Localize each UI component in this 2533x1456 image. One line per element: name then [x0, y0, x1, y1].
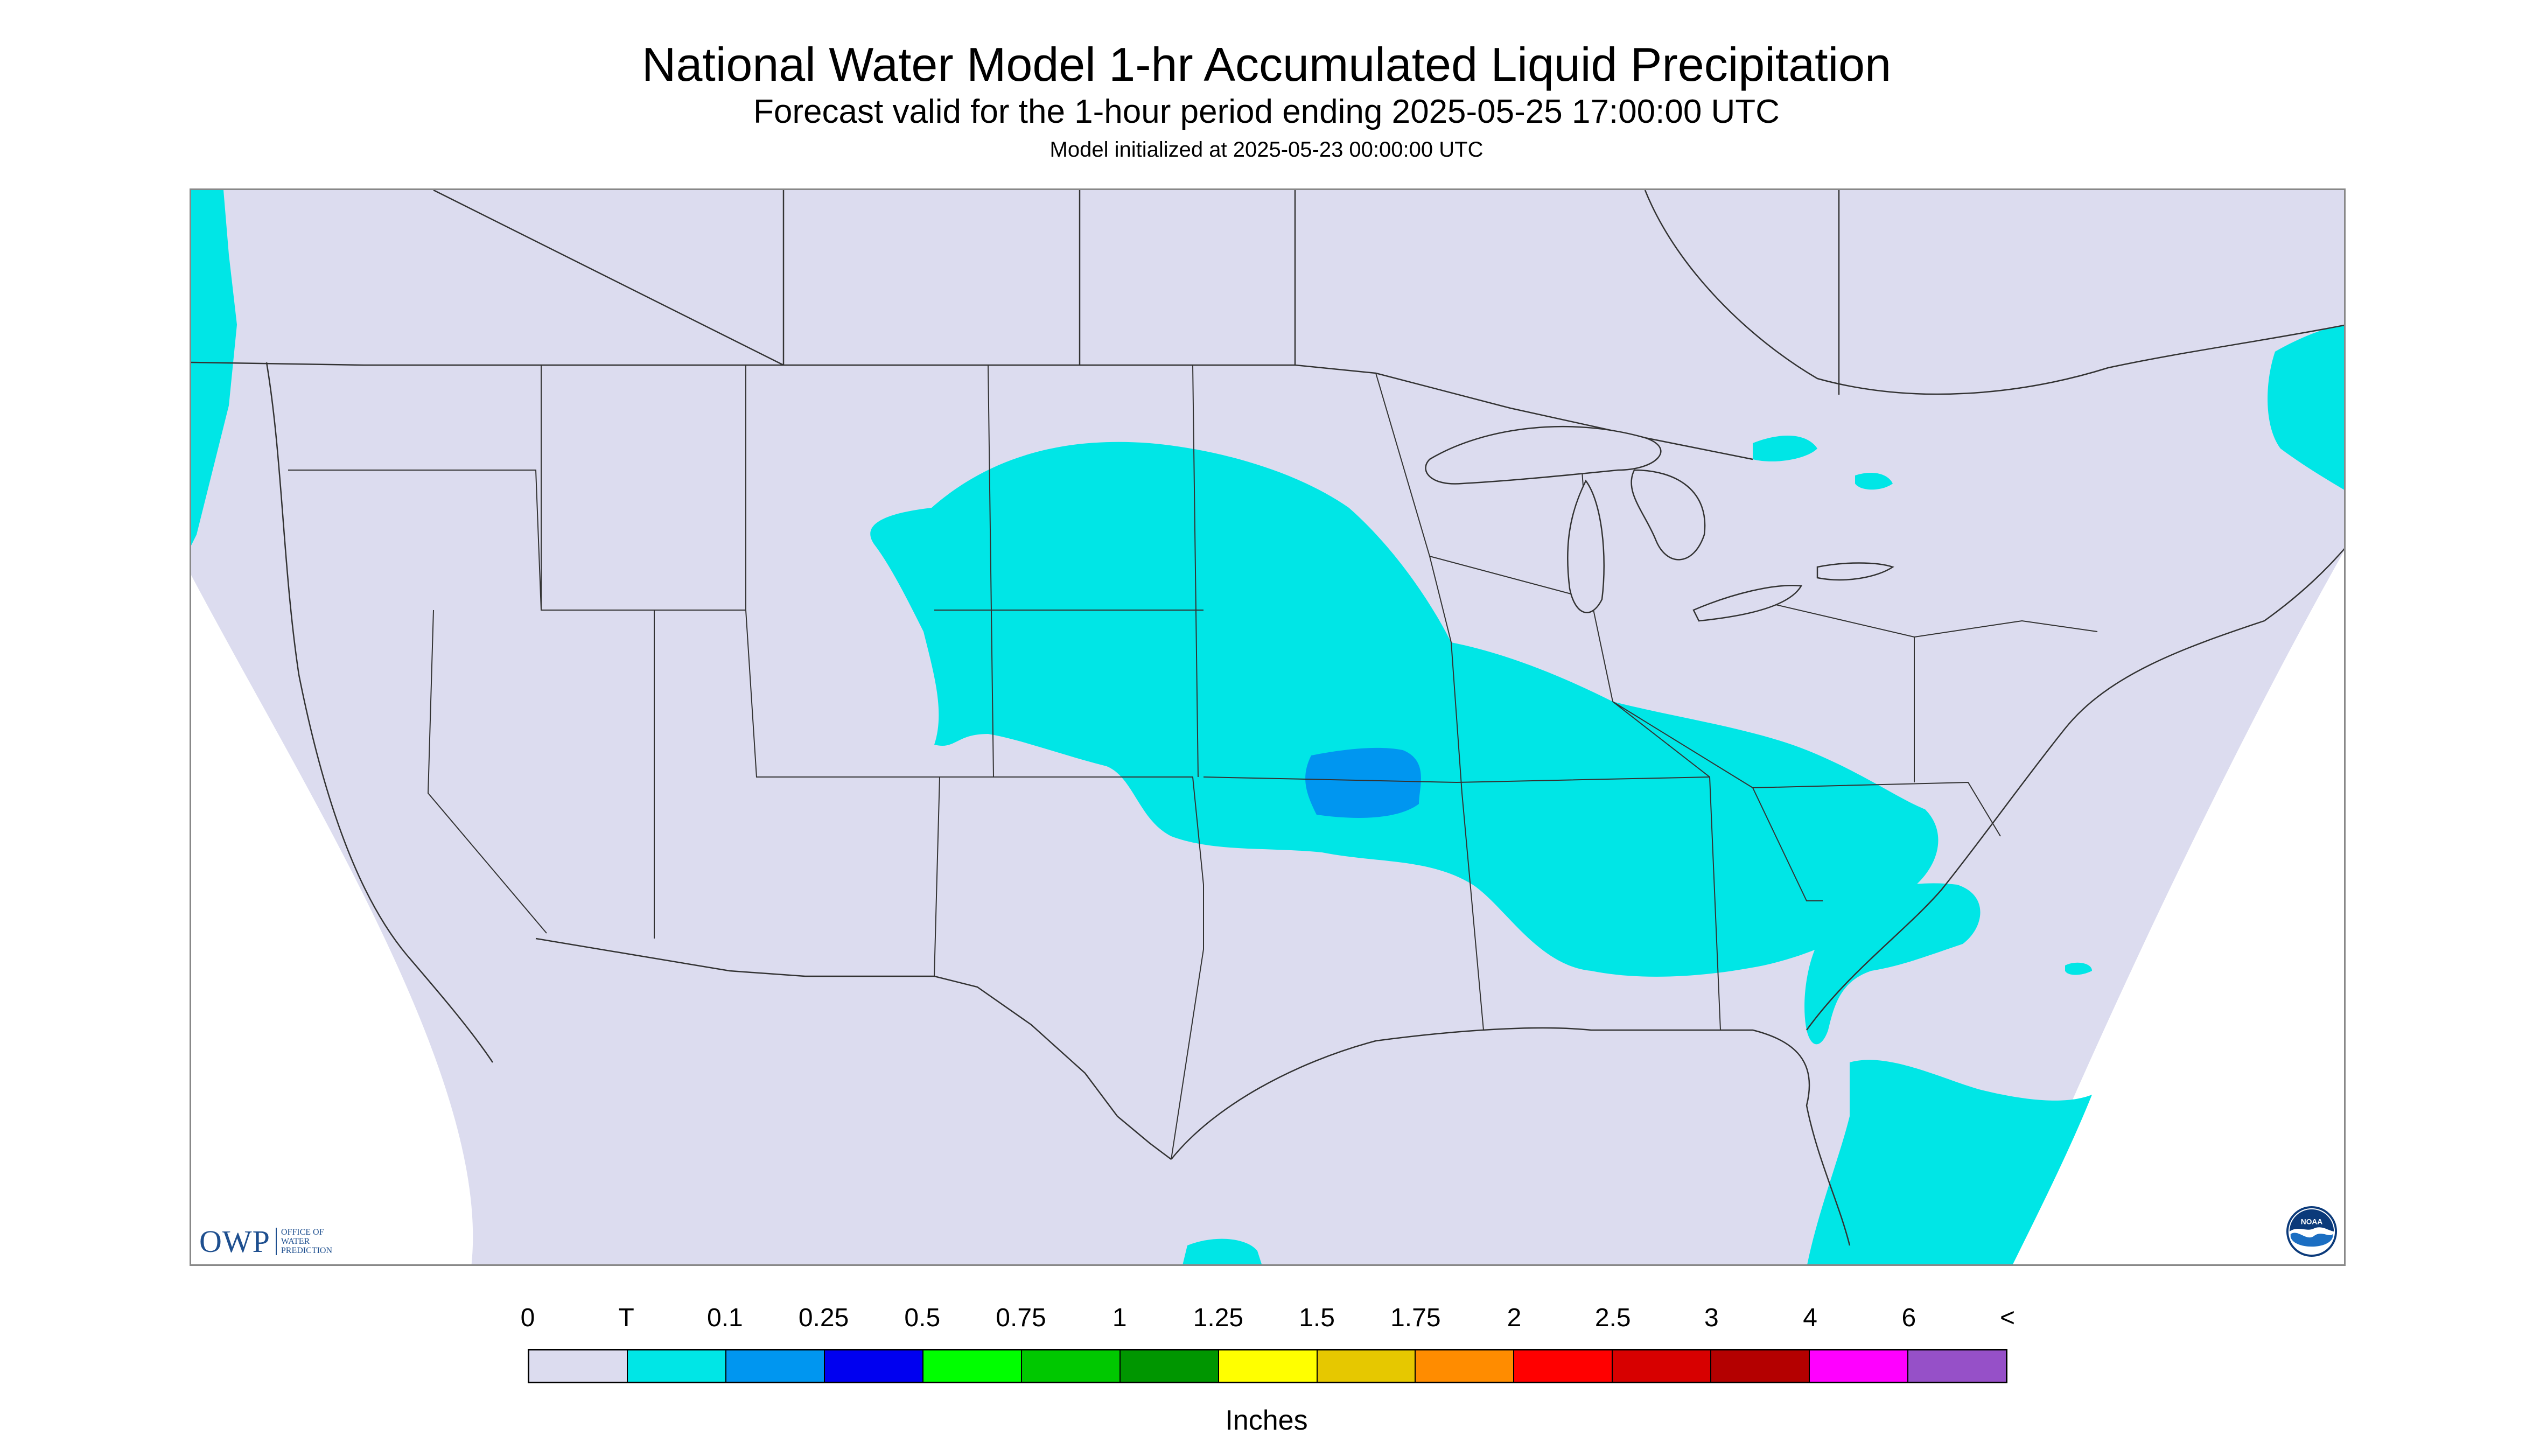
lake-ontario — [1816, 562, 1894, 581]
outside-domain-left — [191, 575, 473, 1264]
owp-logo-mark: OWP — [199, 1223, 270, 1259]
legend-swatch — [627, 1350, 726, 1382]
boundary-lines — [191, 190, 2344, 1246]
precip-gulf-south — [1182, 1238, 1262, 1264]
legend-swatch — [1120, 1350, 1219, 1382]
legend-tick-label: 1.75 — [1390, 1304, 1441, 1332]
legend-swatch — [824, 1350, 923, 1382]
legend-units: Inches — [1225, 1405, 1308, 1436]
legend-swatch — [1711, 1350, 1810, 1382]
legend-swatch — [1021, 1350, 1121, 1382]
owp-logo: OWP OFFICE OF WATER PREDICTION — [199, 1222, 332, 1260]
gulf-coast-outline — [1171, 1027, 1851, 1246]
outside-domain-right — [2002, 551, 2344, 1264]
owp-logo-line1: OFFICE OF — [281, 1227, 324, 1237]
legend-tick-label: < — [1999, 1304, 2016, 1332]
precip-tenth-inch-area — [1305, 747, 1421, 818]
owp-logo-line3: PREDICTION — [281, 1245, 332, 1255]
great-lakes — [1425, 426, 1894, 622]
legend-labels: 0 T 0.1 0.25 0.5 0.75 1 1.25 1.5 1.75 2 2.5 3 4 6 < — [0, 1303, 2533, 1335]
precip-new-england — [2268, 325, 2344, 490]
legend-tick-label: 2.5 — [1594, 1304, 1631, 1332]
legend-swatch — [1514, 1350, 1613, 1382]
mexico-us-border — [535, 937, 1172, 1160]
precip-pacific-northwest — [191, 190, 237, 545]
legend-tick-label: 0.75 — [996, 1304, 1046, 1332]
map-canvas — [191, 190, 2344, 1264]
precip-atlantic-offshore — [2065, 962, 2092, 975]
legend-swatch — [1416, 1350, 1515, 1382]
legend-swatch — [1613, 1350, 1712, 1382]
east-coast-outline — [1806, 548, 2344, 1031]
model-init-text: Model initialized at 2025-05-23 00:00:00… — [1049, 138, 1484, 162]
precip-florida-atlantic — [1807, 1060, 2092, 1264]
legend-tick-label: 0.5 — [904, 1304, 941, 1332]
precip-trace-areas — [191, 190, 2344, 1264]
precip-central-plains — [870, 442, 1939, 977]
province-border-north — [433, 190, 1840, 395]
noaa-logo-icon: NOAA — [2286, 1206, 2338, 1257]
legend-tick-label: 3 — [1704, 1304, 1719, 1332]
legend-tick-label: 1 — [1112, 1304, 1127, 1332]
owp-logo-subtitle: OFFICE OF WATER PREDICTION — [275, 1227, 332, 1255]
lake-superior — [1425, 426, 1662, 485]
noaa-logo-text: NOAA — [2301, 1217, 2322, 1226]
precip-southeast-atlantic — [1804, 883, 1981, 1045]
legend-tick-label: 4 — [1803, 1304, 1817, 1332]
legend-swatch — [529, 1350, 628, 1382]
map-title: National Water Model 1-hr Accumulated Li… — [641, 38, 1892, 91]
map-subtitle: Forecast valid for the 1-hour period end… — [753, 93, 1780, 130]
legend-tick-label: 0.25 — [798, 1304, 849, 1332]
west-coast-outline — [265, 362, 494, 1063]
legend-swatch — [726, 1350, 825, 1382]
legend-tick-label: T — [618, 1304, 634, 1332]
legend-tick-label: 2 — [1507, 1304, 1522, 1332]
owp-logo-line2: WATER — [281, 1236, 310, 1246]
color-legend-bar — [528, 1349, 2007, 1383]
legend-swatch — [1317, 1350, 1416, 1382]
legend-tick-label: 0 — [520, 1304, 535, 1332]
precip-ontario-blob — [1855, 473, 1893, 490]
legend-swatch — [1219, 1350, 1318, 1382]
legend-tick-label: 1.5 — [1299, 1304, 1335, 1332]
precipitation-map — [190, 188, 2346, 1266]
province-border-east — [1644, 190, 2344, 395]
legend-swatch — [923, 1350, 1022, 1382]
legend-tick-label: 0.1 — [707, 1304, 743, 1332]
state-borders — [288, 365, 2098, 1160]
lake-michigan — [1567, 479, 1605, 613]
legend-tick-label: 1.25 — [1193, 1304, 1244, 1332]
legend-swatch — [1908, 1350, 2006, 1382]
lake-huron — [1631, 469, 1706, 561]
precip-lake-superior-north — [1753, 436, 1817, 461]
legend-swatch — [1810, 1350, 1909, 1382]
lake-erie — [1692, 585, 1803, 622]
legend-tick-label: 6 — [1901, 1304, 1916, 1332]
